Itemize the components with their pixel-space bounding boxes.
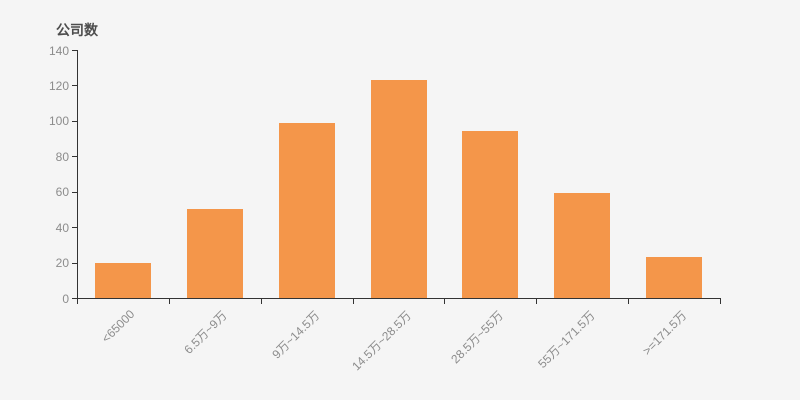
x-axis-tick <box>168 299 170 304</box>
x-axis-label: 9万~14.5万 <box>268 308 322 362</box>
y-axis-tick <box>72 156 77 158</box>
x-axis-label: <65000 <box>98 307 137 346</box>
y-axis-tick <box>72 191 77 193</box>
y-axis-tick <box>72 50 77 51</box>
bar <box>94 262 151 298</box>
x-axis-label: 55万~171.5万 <box>535 308 598 371</box>
y-axis-tick <box>72 262 77 264</box>
bar <box>554 193 611 298</box>
bar <box>186 209 243 298</box>
x-axis-line <box>77 298 721 299</box>
y-axis-tick-label: 100 <box>48 114 69 129</box>
y-axis-tick <box>72 227 77 229</box>
y-axis-line <box>77 50 78 299</box>
x-axis-tick <box>77 299 78 304</box>
y-axis-tick-label: 40 <box>55 220 69 235</box>
x-axis-tick <box>260 299 262 304</box>
y-axis-tick-label: 20 <box>55 256 69 271</box>
bar <box>462 131 519 298</box>
y-axis-tick-label: 80 <box>55 149 69 164</box>
bar <box>646 257 703 298</box>
y-axis-tick <box>72 298 77 299</box>
y-axis-tick-label: 120 <box>48 78 69 93</box>
y-axis-title: 公司数 <box>56 22 98 38</box>
x-axis-tick <box>444 299 446 304</box>
y-axis-tick-label: 140 <box>48 43 69 58</box>
x-axis-tick <box>536 299 538 304</box>
x-axis-tick <box>720 299 721 304</box>
x-axis-tick <box>628 299 630 304</box>
x-axis-label: 6.5万~9万 <box>181 308 231 357</box>
x-axis-label: 28.5万~55万 <box>447 308 506 367</box>
y-axis-tick <box>72 85 77 87</box>
x-axis-tick <box>352 299 354 304</box>
bar <box>370 80 427 298</box>
y-axis-tick-label: 60 <box>55 185 69 200</box>
x-axis-label: 14.5万~28.5万 <box>348 308 414 374</box>
y-axis-tick-label: 0 <box>62 291 69 306</box>
y-axis-tick <box>72 120 77 122</box>
bar <box>278 122 335 298</box>
x-axis-label: >=171.5万 <box>639 308 690 358</box>
